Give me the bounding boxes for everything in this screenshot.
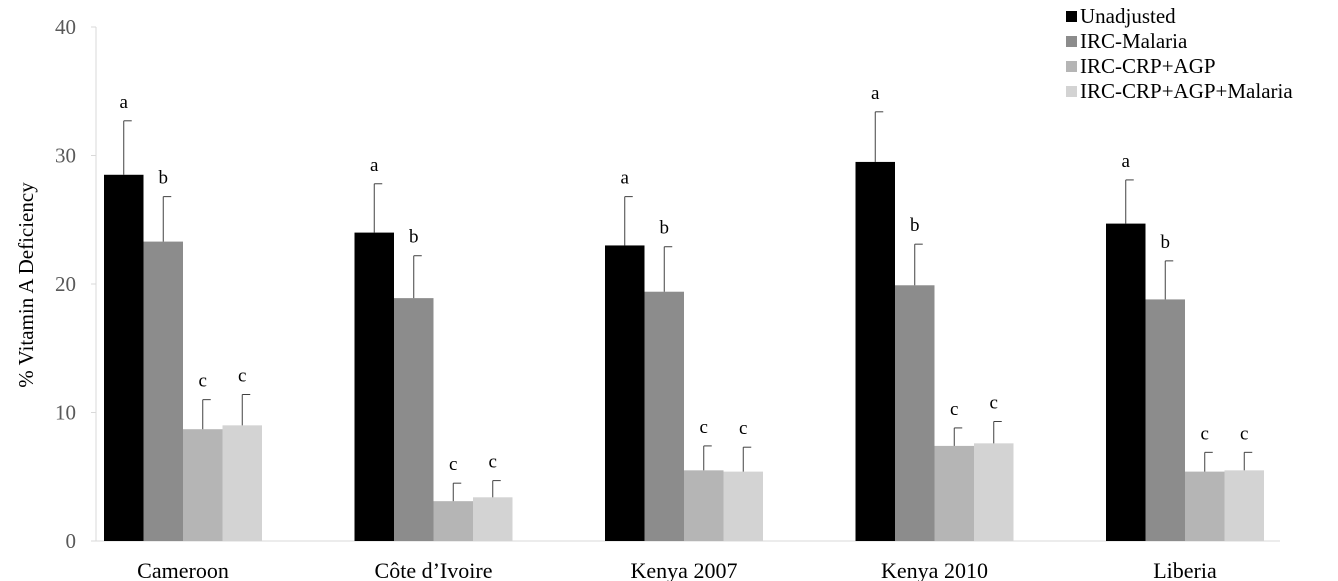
significance-label: c — [950, 399, 958, 420]
y-tick-label: 0 — [66, 529, 77, 553]
y-tick-label: 30 — [55, 144, 76, 168]
bar — [104, 174, 144, 541]
bar — [855, 161, 895, 542]
category-label: Kenya 2007 — [631, 558, 738, 581]
bar — [974, 443, 1014, 541]
y-tick-label: 10 — [55, 401, 76, 425]
legend: UnadjustedIRC-MalariaIRC-CRP+AGPIRC-CRP+… — [1066, 4, 1293, 103]
significance-label: c — [990, 392, 998, 413]
bar — [605, 245, 645, 541]
legend-label: Unadjusted — [1080, 4, 1176, 28]
category-label: Cameroon — [137, 558, 229, 581]
significance-label: c — [489, 452, 497, 473]
significance-label: c — [1240, 423, 1248, 444]
bar — [222, 425, 262, 541]
y-axis-title: % Vitamin A Deficiency — [14, 182, 38, 388]
significance-label: c — [700, 417, 708, 438]
legend-swatch — [1066, 86, 1077, 97]
significance-label: a — [120, 92, 129, 113]
legend-swatch — [1066, 61, 1077, 72]
bars — [104, 161, 1264, 542]
bar — [644, 291, 684, 541]
bar — [684, 470, 724, 541]
significance-label: a — [1122, 151, 1131, 172]
legend-label: IRC-Malaria — [1080, 29, 1188, 53]
bar — [1106, 223, 1146, 542]
significance-label: b — [660, 218, 670, 239]
bar — [895, 285, 935, 541]
significance-label: c — [1201, 423, 1209, 444]
y-tick-label: 20 — [55, 272, 76, 296]
category-labels: Cameroon Côte d’Ivoire Kenya 2007 Kenya 201… — [137, 558, 1217, 581]
significance-label: b — [159, 168, 169, 189]
bar — [183, 429, 223, 541]
significance-label: a — [871, 83, 880, 104]
significance-label: c — [449, 454, 457, 475]
bar — [394, 298, 434, 541]
significance-label: b — [1161, 232, 1171, 253]
significance-label: c — [739, 418, 747, 439]
significance-label: a — [621, 168, 630, 189]
bar — [354, 232, 394, 541]
bar — [473, 497, 513, 541]
bar — [1185, 471, 1225, 541]
legend-swatch — [1066, 36, 1077, 47]
significance-label: b — [409, 227, 419, 248]
bar — [433, 501, 473, 541]
error-bars — [123, 111, 1253, 502]
significance-label: c — [238, 366, 246, 387]
legend-swatch — [1066, 11, 1077, 22]
bar — [934, 445, 974, 541]
category-label: Liberia — [1153, 558, 1217, 581]
y-axis — [95, 27, 1280, 542]
bar — [143, 241, 183, 541]
bar — [723, 471, 763, 541]
legend-label: IRC-CRP+AGP+Malaria — [1080, 79, 1293, 103]
significance-label: a — [370, 155, 379, 176]
bar — [1145, 299, 1185, 541]
significance-letters: a b c c a b c c a b c c a b c c a b c c — [120, 83, 1249, 475]
y-tick-label: 40 — [55, 15, 76, 39]
category-label: Côte d’Ivoire — [375, 558, 493, 581]
bar — [1224, 470, 1264, 541]
significance-label: b — [910, 215, 920, 236]
significance-label: c — [199, 371, 207, 392]
category-label: Kenya 2010 — [881, 558, 988, 581]
y-tick-labels: 0 10 20 30 40 — [55, 15, 96, 553]
legend-label: IRC-CRP+AGP — [1080, 54, 1216, 78]
